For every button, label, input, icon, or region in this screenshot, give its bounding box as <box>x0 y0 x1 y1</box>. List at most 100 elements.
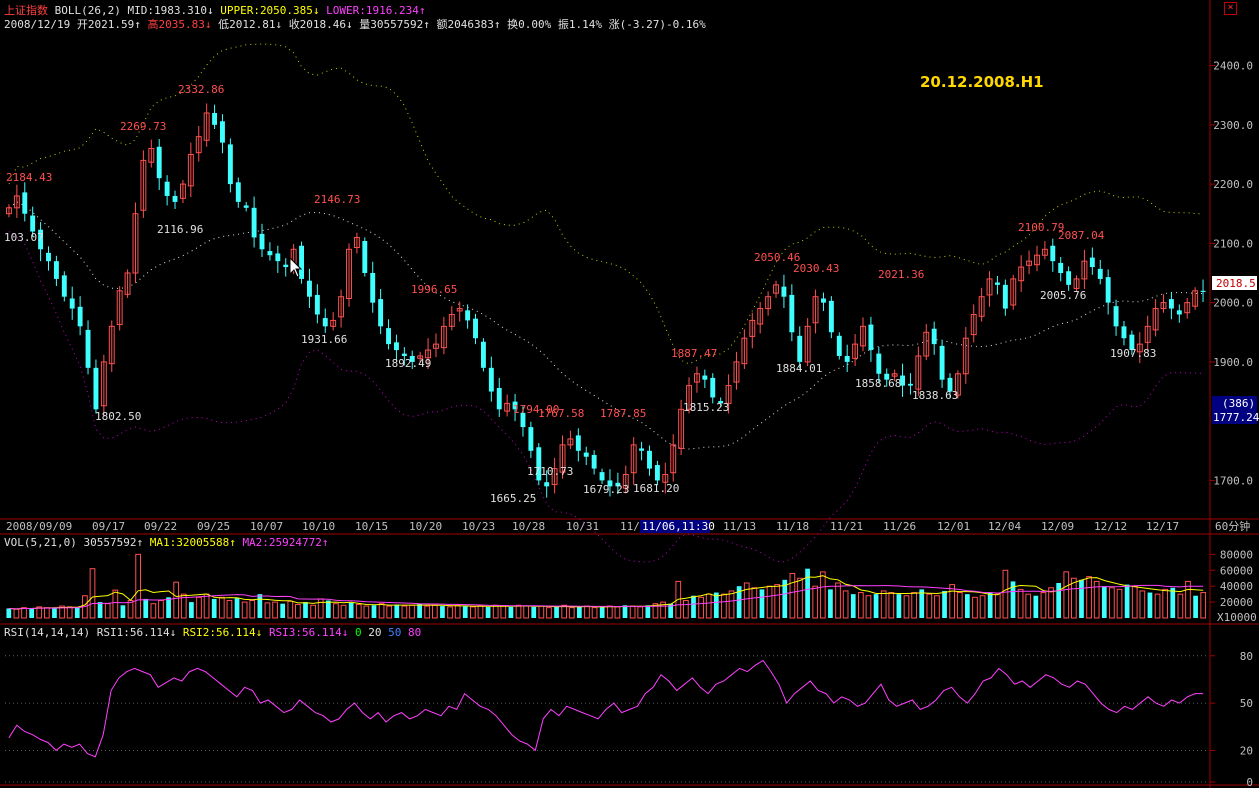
candle-body <box>536 447 542 481</box>
low-annotation: 1858.68 <box>855 377 901 390</box>
candle-body <box>440 325 447 349</box>
rsi-legend-1: RSI1:56.114↓ <box>96 626 177 639</box>
low-annotation: 1665.25 <box>490 492 536 505</box>
candle-body <box>504 402 511 412</box>
watermark-label: 20.12.2008.H1 <box>920 73 1044 91</box>
volume-bar <box>538 605 545 619</box>
volume-bar <box>43 607 50 619</box>
volume-bar <box>546 607 552 619</box>
volume-bar <box>934 595 940 619</box>
volume-bar <box>591 607 598 619</box>
rsi-title: RSI(14,14,14) <box>4 626 91 639</box>
bar-turnover: 换0.00% <box>507 18 552 31</box>
volume-bar <box>774 584 781 619</box>
last-price-label: 2018.5 <box>1216 277 1256 290</box>
volume-bar <box>203 593 210 619</box>
date-tick-label: 10/10 <box>302 520 335 533</box>
candle-body <box>1168 299 1174 309</box>
volume-bar <box>1116 588 1123 619</box>
candle-body <box>1073 278 1080 289</box>
candle-body <box>338 296 345 318</box>
volume-bar <box>554 606 559 618</box>
candle-body <box>251 207 257 238</box>
candle-body <box>259 233 265 250</box>
candle-body <box>61 275 67 297</box>
candle-body <box>757 308 764 325</box>
volume-unit-label: X10000 <box>1217 611 1257 624</box>
candle-body <box>710 377 716 398</box>
candle-body <box>30 215 36 232</box>
volume-bar <box>1124 584 1130 618</box>
date-cursor-label: 11/06,11:30 <box>642 520 715 533</box>
volume-bar <box>645 605 651 618</box>
candle-body <box>583 452 589 457</box>
volume-bar <box>819 571 826 619</box>
volume-bar <box>325 600 331 618</box>
candle-body <box>908 383 913 386</box>
volume-bar <box>1040 592 1047 619</box>
candle-body <box>654 465 660 481</box>
volume-bar <box>515 604 522 619</box>
candle-body <box>100 361 107 407</box>
volume-bar <box>29 608 34 618</box>
volume-bar <box>888 592 895 619</box>
volume-bar <box>431 604 438 619</box>
volume-bar <box>1101 586 1107 618</box>
date-tick-label: 60分钟 <box>1215 519 1250 533</box>
volume-bar <box>561 604 568 619</box>
volume-bar <box>987 592 993 618</box>
side-count-label: (386) <box>1222 397 1255 410</box>
date-tick-label: 11/13 <box>723 520 756 533</box>
close-icon[interactable]: × <box>1224 2 1237 15</box>
volume-bar <box>394 604 400 618</box>
candle-body <box>322 318 328 327</box>
volume-bar <box>751 587 758 619</box>
candle-body <box>931 328 937 345</box>
volume-bar <box>1109 587 1115 619</box>
bar-low: 低2012.81↓ <box>218 18 283 31</box>
candle-body <box>520 412 526 428</box>
volume-legend-ma1: MA1:32005588↑ <box>149 536 236 549</box>
volume-bar <box>766 585 773 619</box>
volume-bar <box>614 606 621 619</box>
volume-bar <box>127 600 134 619</box>
high-annotation: 2269.73 <box>120 120 166 133</box>
candle-body <box>812 296 819 324</box>
low-annotation: 2005.76 <box>1040 289 1086 302</box>
volume-bar <box>782 579 788 618</box>
candle-body <box>307 280 312 297</box>
candle-body <box>409 355 415 362</box>
volume-bar <box>805 568 810 618</box>
candle-body <box>456 308 463 312</box>
candle-body <box>528 427 534 451</box>
candle-body <box>686 385 692 410</box>
candle-body <box>496 387 502 410</box>
candle-body <box>1026 260 1033 266</box>
volume-bar <box>500 605 507 619</box>
rsi-level-0: 0 <box>355 626 362 639</box>
volume-bar <box>675 580 682 619</box>
volume-bar <box>1033 595 1039 618</box>
candle-body <box>630 444 637 474</box>
header-row-1: 上证指数 BOLL(26,2) MID:1983.310↓ UPPER:2050… <box>4 2 426 18</box>
volume-bar <box>759 589 765 618</box>
candle-body <box>836 335 842 356</box>
candle-body <box>1184 302 1191 314</box>
volume-bar <box>1056 583 1062 618</box>
volume-bar <box>698 596 704 619</box>
bar-amplitude: 振1.14% <box>557 18 603 31</box>
candle-body <box>639 448 645 451</box>
candle-body <box>1002 284 1008 309</box>
candle-body <box>512 401 518 410</box>
candle-body <box>108 325 115 365</box>
volume-bar <box>470 606 476 619</box>
volume-bar <box>972 596 978 619</box>
volume-bar <box>1200 592 1207 619</box>
candle-body <box>607 480 613 487</box>
rsi-tick-label: 50 <box>1240 697 1253 710</box>
volume-header: VOL(5,21,0) 30557592↑ MA1:32005588↑ MA2:… <box>4 536 329 549</box>
low-annotation: 1884.01 <box>776 362 822 375</box>
candle-body <box>203 112 210 141</box>
candle-body <box>765 296 772 310</box>
candle-body <box>370 273 376 303</box>
